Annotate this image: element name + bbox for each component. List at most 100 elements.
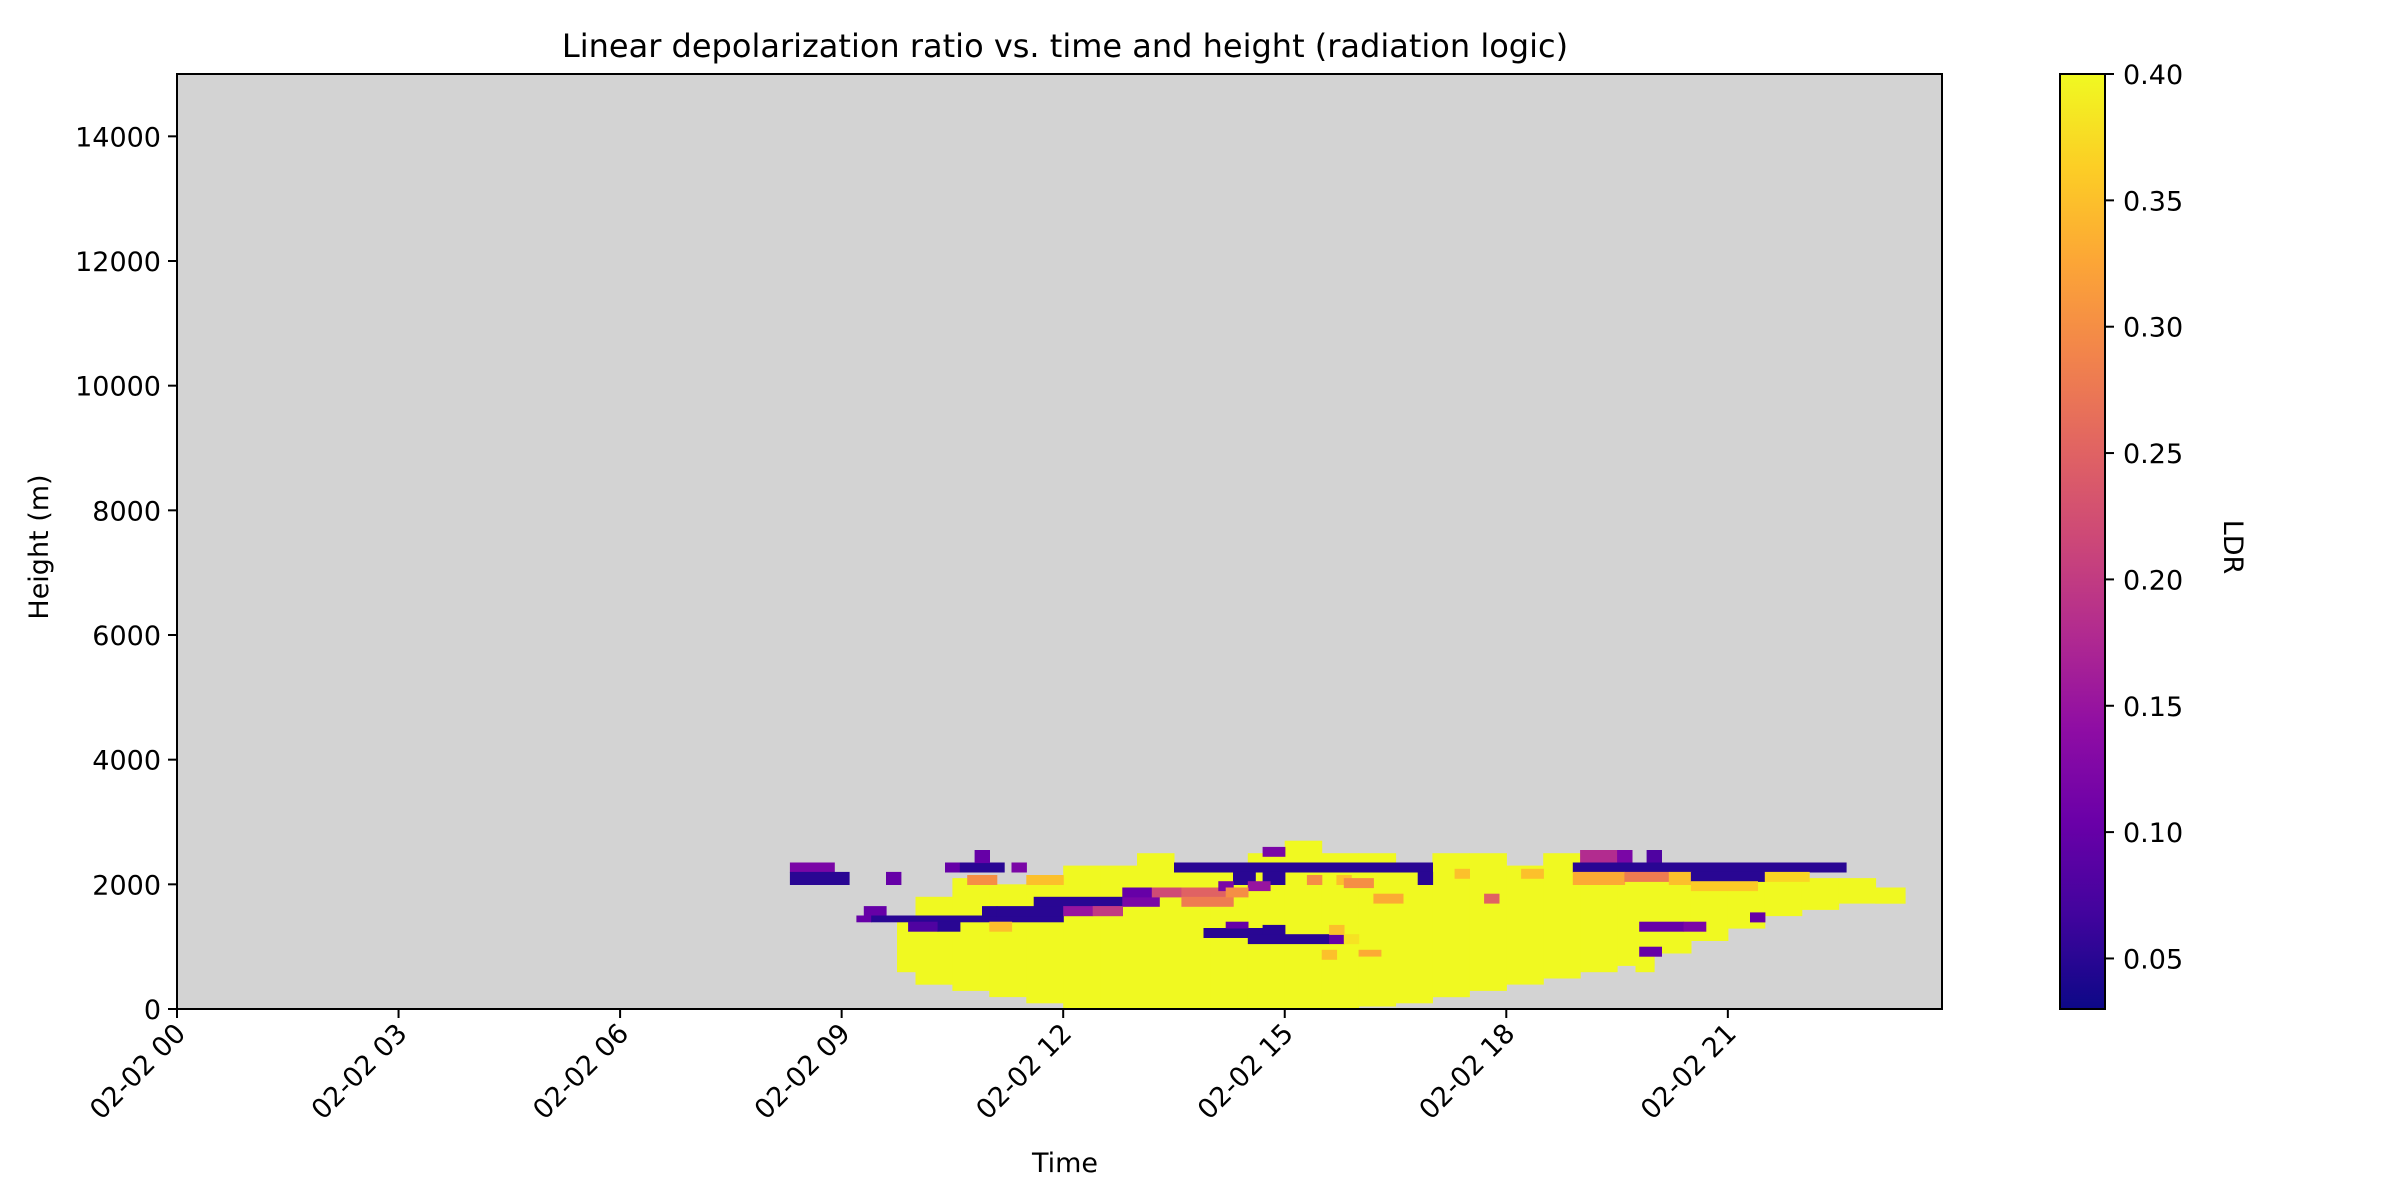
ldr-cell-54 (1174, 862, 1301, 873)
y-tick-label-5: 10000 (75, 372, 161, 403)
ldr-cell-59 (1247, 881, 1271, 892)
ldr-cell-1 (915, 896, 953, 985)
ldr-cell-33 (959, 862, 1005, 873)
ldr-cell-74 (1343, 934, 1360, 945)
x-tick-label-7: 02-02 21 (1635, 1018, 1743, 1126)
ldr-cells (789, 840, 1906, 1010)
colorbar-tick-label-5: 0.30 (2123, 313, 2183, 344)
ldr-cell-35 (1011, 862, 1027, 873)
ldr-cell-72 (1329, 934, 1345, 945)
x-tick-label-2: 02-02 06 (527, 1018, 635, 1126)
x-tick-label-5: 02-02 15 (1192, 1018, 1300, 1126)
ldr-cell-39 (856, 915, 872, 923)
ldr-cell-69 (1203, 928, 1264, 938)
ldr-cell-73 (1329, 924, 1345, 935)
ldr-cell-92 (1750, 912, 1766, 923)
ldr-cell-66 (1262, 846, 1286, 857)
colorbar-gradient (2060, 74, 2105, 1009)
ldr-cell-60 (1225, 887, 1249, 898)
ldr-cell-77 (1358, 949, 1382, 957)
colorbar-tick-label-4: 0.25 (2123, 439, 2183, 470)
ldr-cell-82 (1572, 871, 1626, 885)
ldr-cell-14 (1395, 865, 1433, 1004)
ldr-cell-64 (1373, 893, 1404, 904)
ldr-cell-79 (1617, 850, 1633, 864)
ldr-cell-51 (1181, 887, 1227, 898)
ldr-cell-29 (789, 862, 835, 873)
y-tick-label-3: 6000 (92, 621, 161, 652)
ldr-cell-49 (1122, 887, 1153, 898)
ldr-cell-26 (1838, 878, 1877, 904)
y-tick-label-2: 4000 (92, 746, 161, 777)
ldr-cell-52 (1181, 896, 1234, 907)
x-tick-label-3: 02-02 09 (749, 1018, 857, 1126)
x-tick-label-6: 02-02 18 (1413, 1018, 1521, 1126)
ldr-cell-13 (1358, 853, 1397, 1007)
chart-title: Linear depolarization ratio vs. time and… (562, 27, 1568, 65)
colorbar-tick-label-0: 0.05 (2123, 944, 2183, 975)
y-axis-label: Height (m) (24, 474, 55, 619)
ldr-cell-42 (937, 921, 961, 932)
colorbar-tick-label-2: 0.15 (2123, 692, 2183, 723)
ldr-cell-68 (1484, 893, 1500, 904)
colorbar-frame (2059, 73, 2106, 1010)
ldr-cell-25 (1801, 878, 1840, 910)
y-tick-label-0: 0 (144, 995, 161, 1026)
colorbar-tick-label-6: 0.35 (2123, 186, 2183, 217)
ldr-cell-38 (863, 906, 887, 917)
ldr-cell-91 (1639, 946, 1662, 957)
ldr-cell-81 (1572, 862, 1847, 873)
ldr-cell-71 (1247, 934, 1330, 945)
ldr-cell-3 (989, 884, 1027, 998)
ldr-cell-31 (886, 871, 902, 885)
ldr-cell-75 (1225, 921, 1249, 929)
ldr-cell-44 (982, 906, 998, 917)
ldr-cell-46 (1033, 896, 1123, 907)
x-axis-ticks: 02-02 00 02-02 03 02-02 06 02-02 09 02-02 12… (84, 1009, 1743, 1126)
ldr-cell-87 (1764, 871, 1810, 882)
ldr-cell-6 (1100, 865, 1138, 1010)
ldr-cell-53 (1092, 906, 1123, 917)
ldr-cell-89 (1639, 921, 1685, 932)
y-tick-label-6: 12000 (75, 247, 161, 278)
ldr-cell-36 (967, 875, 998, 885)
colorbar-ticks: 0.05 0.10 0.15 0.20 0.25 0.30 0.35 0.40 (2105, 60, 2183, 975)
ldr-cell-5 (1063, 865, 1101, 1010)
x-tick-label-4: 02-02 12 (970, 1018, 1078, 1126)
ldr-cell-84 (1668, 871, 1692, 885)
ldr-cell-7 (1137, 853, 1175, 1010)
x-tick-label-0: 02-02 00 (84, 1018, 192, 1126)
ldr-cell-86 (1690, 881, 1758, 892)
plot-area (176, 73, 1943, 1010)
ldr-cell-90 (1683, 921, 1707, 932)
ldr-cell-48 (1122, 896, 1160, 907)
ldr-cell-61 (1306, 875, 1323, 885)
ldr-cell-0 (897, 921, 917, 973)
ldr-cell-76 (1321, 949, 1338, 960)
ldr-cell-78 (1580, 850, 1618, 864)
ldr-cell-67 (1454, 868, 1470, 879)
ldr-cell-34 (974, 850, 990, 864)
ldr-cell-58 (1218, 881, 1234, 892)
plot-frame (176, 73, 1943, 1010)
ldr-cell-70 (1262, 924, 1286, 935)
x-tick-label-1: 02-02 03 (306, 1018, 414, 1126)
ldr-cell-65 (1417, 871, 1434, 885)
y-tick-label-4: 8000 (92, 496, 161, 527)
ldr-cell-28 (1635, 959, 1655, 973)
ldr-cell-50 (1151, 887, 1182, 898)
ldr-cell-43 (989, 921, 1013, 932)
ldr-cell-16 (1469, 853, 1507, 991)
ldr-cell-55 (1299, 862, 1433, 873)
y-tick-label-7: 14000 (75, 122, 161, 153)
ldr-cell-80 (1646, 850, 1662, 864)
ldr-cell-2 (952, 878, 990, 991)
ldr-cell-17 (1506, 865, 1544, 985)
ldr-cell-83 (1624, 871, 1670, 882)
y-axis-ticks: 0 2000 4000 6000 8000 10000 12000 14000 (75, 122, 177, 1026)
ldr-cell-27 (1875, 887, 1906, 904)
ldr-cell-30 (789, 871, 850, 885)
ldr-cell-41 (908, 921, 939, 932)
ldr-cell-85 (1690, 871, 1766, 882)
